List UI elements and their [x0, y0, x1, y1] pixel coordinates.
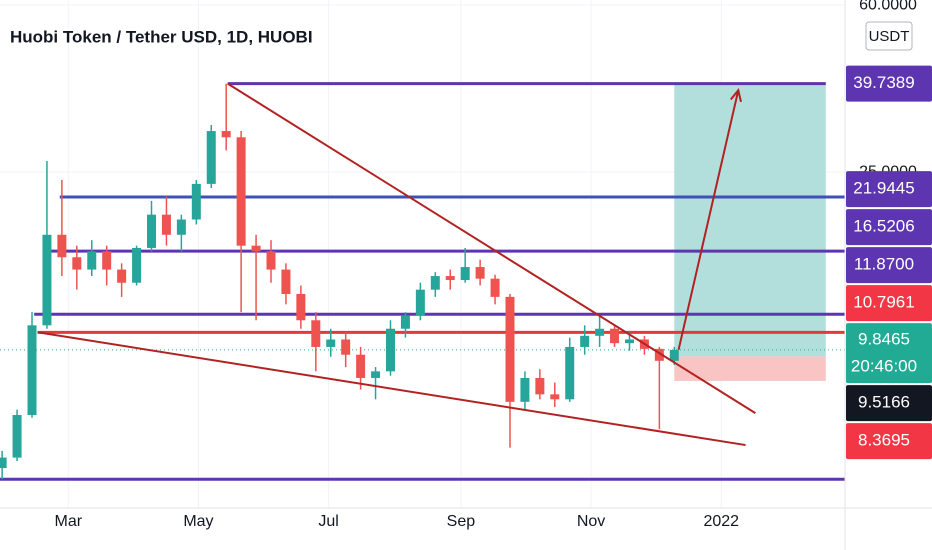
x-tick-label: Sep	[447, 513, 476, 530]
candle-body	[57, 234, 67, 258]
candle-body	[445, 276, 455, 281]
x-tick-label: May	[183, 513, 213, 530]
candle-body	[520, 377, 530, 402]
candle-body	[117, 269, 127, 283]
candle-body	[281, 269, 291, 294]
price-label-box	[846, 285, 932, 322]
candle-body	[654, 348, 664, 361]
arrow	[677, 87, 742, 351]
currency-box[interactable]	[865, 21, 913, 51]
candle-body	[490, 278, 500, 297]
candle-body	[505, 296, 515, 402]
candle-body	[475, 267, 485, 279]
candle-body	[87, 251, 97, 270]
candle-body	[565, 346, 575, 400]
candle-body	[610, 328, 620, 344]
currency: USDT	[869, 28, 910, 45]
candle-body	[371, 371, 381, 378]
price-label-box	[846, 323, 932, 384]
chart-title: Huobi Token / Tether USD, 1D, HUOBI	[10, 27, 313, 46]
price-label: 16.5206	[853, 217, 914, 236]
countdown: 20:46:00	[851, 357, 917, 376]
candle-body	[296, 293, 306, 321]
price-label-box	[846, 171, 932, 208]
position-loss	[674, 356, 826, 381]
price-label: 21.9445	[853, 179, 914, 198]
price-label-box	[846, 423, 932, 460]
position-profit	[674, 83, 826, 357]
x-tick-label: Nov	[577, 513, 605, 530]
candle-body	[311, 320, 321, 347]
candle-body	[326, 339, 336, 347]
candle-body	[0, 457, 7, 469]
candle-body	[266, 251, 276, 270]
candle-body	[400, 315, 410, 329]
candle-body	[669, 349, 679, 361]
x-tick-label: 2022	[703, 513, 739, 530]
candle-body	[236, 137, 246, 246]
price-label: 10.7961	[853, 293, 914, 312]
candle-body	[161, 214, 171, 235]
trendline	[37, 331, 746, 447]
candle-body	[147, 214, 157, 248]
candle-body	[624, 339, 634, 344]
candle-body	[595, 328, 605, 336]
price-label: 9.8465	[858, 330, 910, 349]
price-label-box	[846, 385, 932, 422]
candle-body	[27, 325, 37, 416]
candle-body	[221, 131, 231, 138]
candle-body	[72, 257, 82, 270]
candle-body	[132, 247, 142, 283]
candle-body	[341, 339, 351, 355]
candle-body	[460, 267, 470, 281]
price-axis: 25.000060.000039.738921.944516.520611.87…	[846, 0, 932, 460]
price-label-box	[846, 209, 932, 246]
price-label: 39.7389	[853, 73, 914, 92]
candle-body	[430, 276, 440, 290]
y-tick-label: 60.0000	[859, 0, 917, 13]
x-tick-label: Mar	[55, 513, 83, 530]
candle-body	[12, 415, 22, 458]
candle-body	[535, 377, 545, 395]
price-label: 11.8700	[854, 255, 914, 274]
x-tick-label: Jul	[318, 513, 338, 530]
candle-body	[191, 183, 201, 220]
candle-body	[580, 335, 590, 347]
candle-body	[356, 354, 366, 378]
candle-body	[176, 219, 186, 235]
candle-body	[42, 234, 52, 326]
candle-body	[102, 251, 112, 270]
price-label: 9.5166	[858, 393, 910, 412]
candle-body	[251, 245, 261, 252]
price-label: 8.3695	[858, 431, 910, 450]
candle-body	[385, 328, 395, 372]
price-label-box	[846, 247, 932, 284]
trendline	[227, 82, 756, 414]
candle-body	[550, 394, 560, 400]
candle-body	[415, 289, 425, 316]
price-label-box	[846, 65, 932, 102]
plot-area	[0, 0, 845, 508]
candle-body	[206, 131, 216, 184]
